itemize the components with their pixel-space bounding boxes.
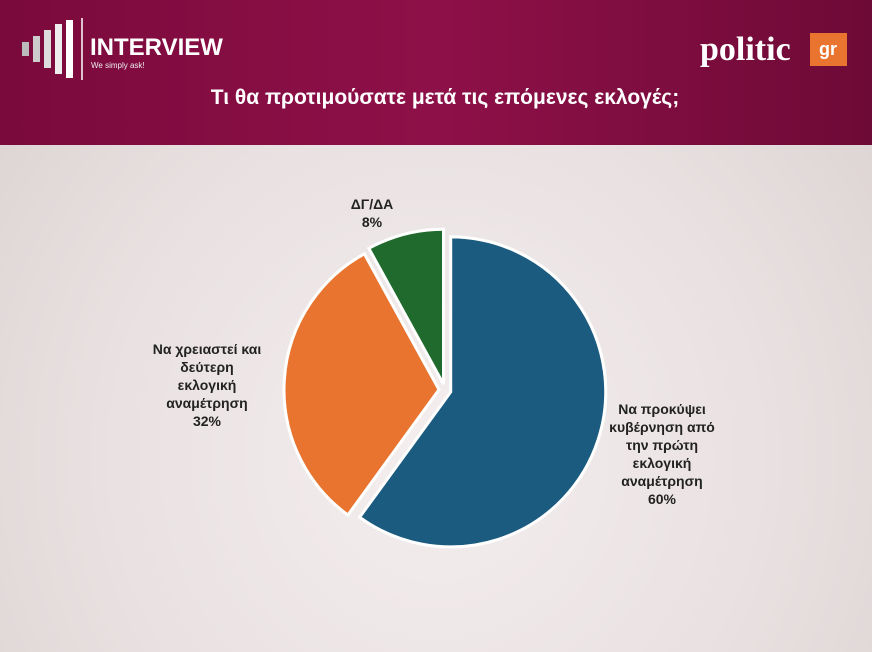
logo-bar (55, 24, 62, 74)
pie-slice (357, 235, 608, 549)
logo-bar (22, 42, 29, 56)
logo-suffix: gr (819, 39, 837, 59)
value-label: 32% (192, 413, 222, 429)
header: INTERVIEW We simply ask! politic gr Τι θ… (0, 0, 872, 145)
pie-slice (366, 227, 446, 385)
logo-bar (33, 36, 40, 62)
brand: INTERVIEW (90, 34, 223, 61)
category-label: Να χρειαστεί και δεύτερη εκλογική αναμέτ… (152, 341, 262, 411)
slice-label: Να προκύψει κυβέρνηση από την πρώτη εκλο… (602, 400, 722, 508)
chart-title: Τι θα προτιμούσατε μετά τις επόμενες εκλ… (211, 86, 679, 109)
tagline: We simply ask! (91, 61, 145, 70)
logo-box (810, 33, 847, 66)
logo-bar (66, 20, 73, 78)
header-graphics: INTERVIEW We simply ask! politic gr Τι θ… (22, 18, 847, 109)
category-label: ΔΓ/ΔΑ (350, 196, 394, 212)
logo-bar (44, 30, 51, 68)
value-label: 8% (361, 214, 383, 230)
value-label: 60% (647, 491, 677, 507)
slice-label: ΔΓ/ΔΑ 8% (332, 195, 412, 231)
category-label: Να προκύψει κυβέρνηση από την πρώτη εκλο… (609, 401, 715, 489)
slice-label: Να χρειαστεί και δεύτερη εκλογική αναμέτ… (152, 340, 262, 430)
pie-slice (282, 251, 441, 518)
logo-text: politic (700, 31, 791, 68)
